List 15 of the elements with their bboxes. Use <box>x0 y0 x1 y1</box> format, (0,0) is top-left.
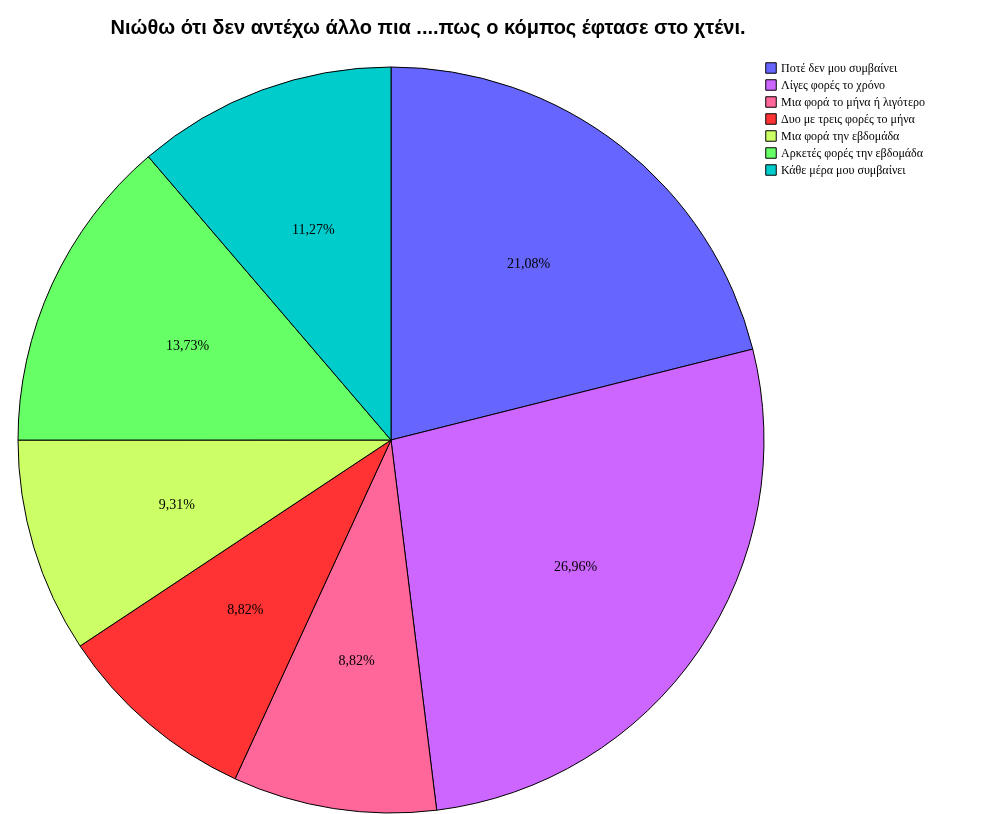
data-label: 13,73% <box>166 338 210 354</box>
data-label: 11,27% <box>292 222 336 238</box>
data-label: 8,82% <box>227 601 264 617</box>
data-label: 21,08% <box>507 255 551 271</box>
data-label: 9,31% <box>158 496 196 512</box>
legend-label: Μια φορά το μήνα ή λιγότερο <box>781 95 925 109</box>
data-label: 8,82% <box>338 653 376 669</box>
legend-label: Δυο με τρεις φορές το μήνα <box>781 112 916 126</box>
legend-label: Κάθε μέρα μου συμβαίνει <box>781 163 907 177</box>
legend-label: Μια φορά την εβδομάδα <box>781 129 901 143</box>
legend-label: Αρκετές φορές την εβδομάδα <box>781 146 924 160</box>
data-label: 26,96% <box>554 558 598 574</box>
legend-label: Λίγες φορές το χρόνο <box>781 78 886 92</box>
chart-title: Νιώθω ότι δεν αντέχω άλλο πια ....πως ο κόμπος έφτασε στο χτένι. <box>110 16 746 38</box>
legend-label: Ποτέ δεν μου συμβαίνει <box>781 61 898 75</box>
